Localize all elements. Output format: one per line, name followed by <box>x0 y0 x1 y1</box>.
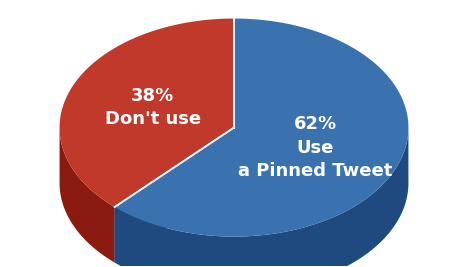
Polygon shape <box>59 128 115 262</box>
Text: 38%
Don't use: 38% Don't use <box>105 87 201 128</box>
Polygon shape <box>115 18 409 237</box>
Polygon shape <box>115 128 234 262</box>
Polygon shape <box>115 129 409 267</box>
Text: 62%
Use
a Pinned Tweet: 62% Use a Pinned Tweet <box>238 115 392 180</box>
Polygon shape <box>59 18 234 207</box>
